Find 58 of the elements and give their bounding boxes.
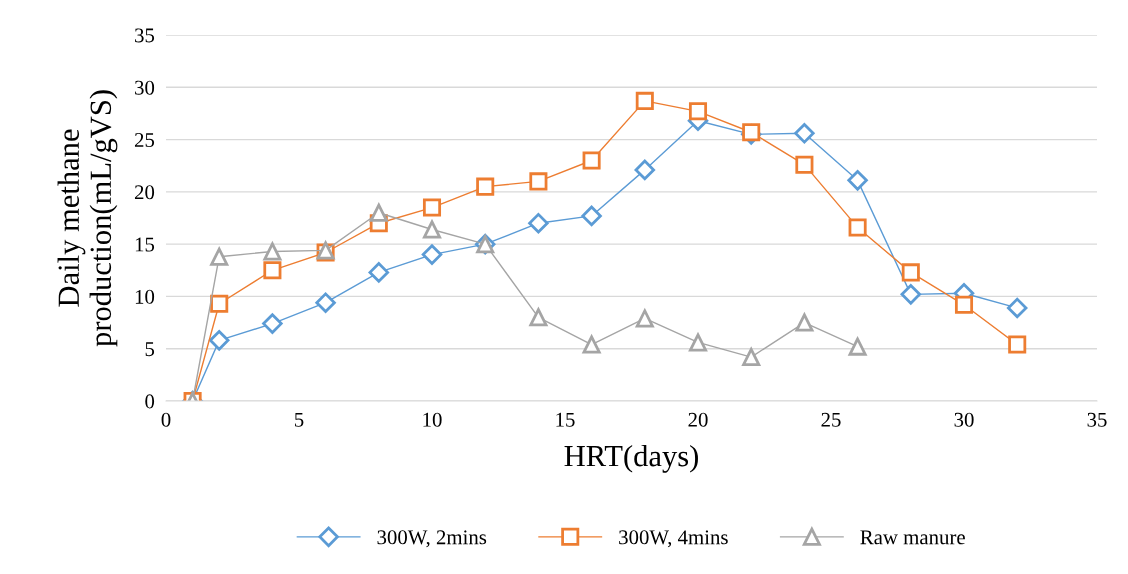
point — [422, 198, 442, 217]
point — [742, 348, 761, 367]
point — [529, 172, 548, 191]
point — [688, 333, 708, 352]
x-tick-label: 10 — [423, 412, 442, 427]
legend-label: Raw manure — [860, 530, 965, 545]
x-tick-label: 35 — [1087, 412, 1107, 427]
point — [954, 295, 974, 314]
point — [1006, 297, 1028, 319]
x-axis-title: HRT(days) — [564, 444, 698, 473]
y-tick-label: 35 — [135, 28, 155, 43]
point — [369, 203, 388, 222]
point — [262, 313, 283, 334]
x-tick-label: 5 — [295, 412, 304, 427]
point — [582, 335, 601, 354]
point — [901, 263, 920, 282]
point — [582, 151, 601, 170]
x-tick-label: 15 — [556, 412, 575, 427]
y-tick-label: 5 — [145, 342, 155, 357]
y-axis-title: Daily methane production(mL/gVS) — [57, 90, 118, 347]
y-tick-label: 25 — [134, 133, 155, 147]
point — [688, 102, 708, 121]
point — [795, 313, 814, 332]
point — [529, 308, 548, 327]
point — [581, 205, 602, 227]
point — [315, 292, 336, 313]
point — [263, 242, 282, 261]
point — [210, 247, 229, 266]
x-tick-label: 0 — [161, 412, 171, 427]
point — [847, 170, 868, 191]
point — [528, 213, 549, 234]
point — [476, 177, 495, 196]
point — [634, 159, 656, 181]
point — [208, 330, 230, 351]
y-tick-label: 10 — [135, 289, 155, 304]
y-tick-label: 20 — [134, 185, 155, 200]
y-tick-label: 15 — [135, 237, 155, 252]
point — [848, 218, 867, 237]
y-tick-label: 30 — [135, 80, 155, 95]
y-tick-label: 0 — [145, 394, 155, 409]
point — [635, 309, 654, 328]
point — [1008, 335, 1027, 354]
legend-label: 300W, 4mins — [619, 530, 728, 548]
point — [635, 91, 654, 110]
point — [742, 123, 761, 142]
legend-label: 300W, 2mins — [377, 530, 487, 548]
x-tick-label: 20 — [688, 412, 708, 427]
x-tick-label: 30 — [954, 412, 974, 427]
point — [368, 262, 390, 283]
point — [422, 220, 442, 239]
point — [794, 123, 815, 144]
point — [795, 155, 814, 174]
point — [421, 244, 443, 265]
point — [263, 261, 282, 280]
point — [210, 294, 229, 313]
point — [848, 337, 867, 356]
point — [900, 284, 922, 305]
x-tick-label: 25 — [821, 412, 841, 427]
